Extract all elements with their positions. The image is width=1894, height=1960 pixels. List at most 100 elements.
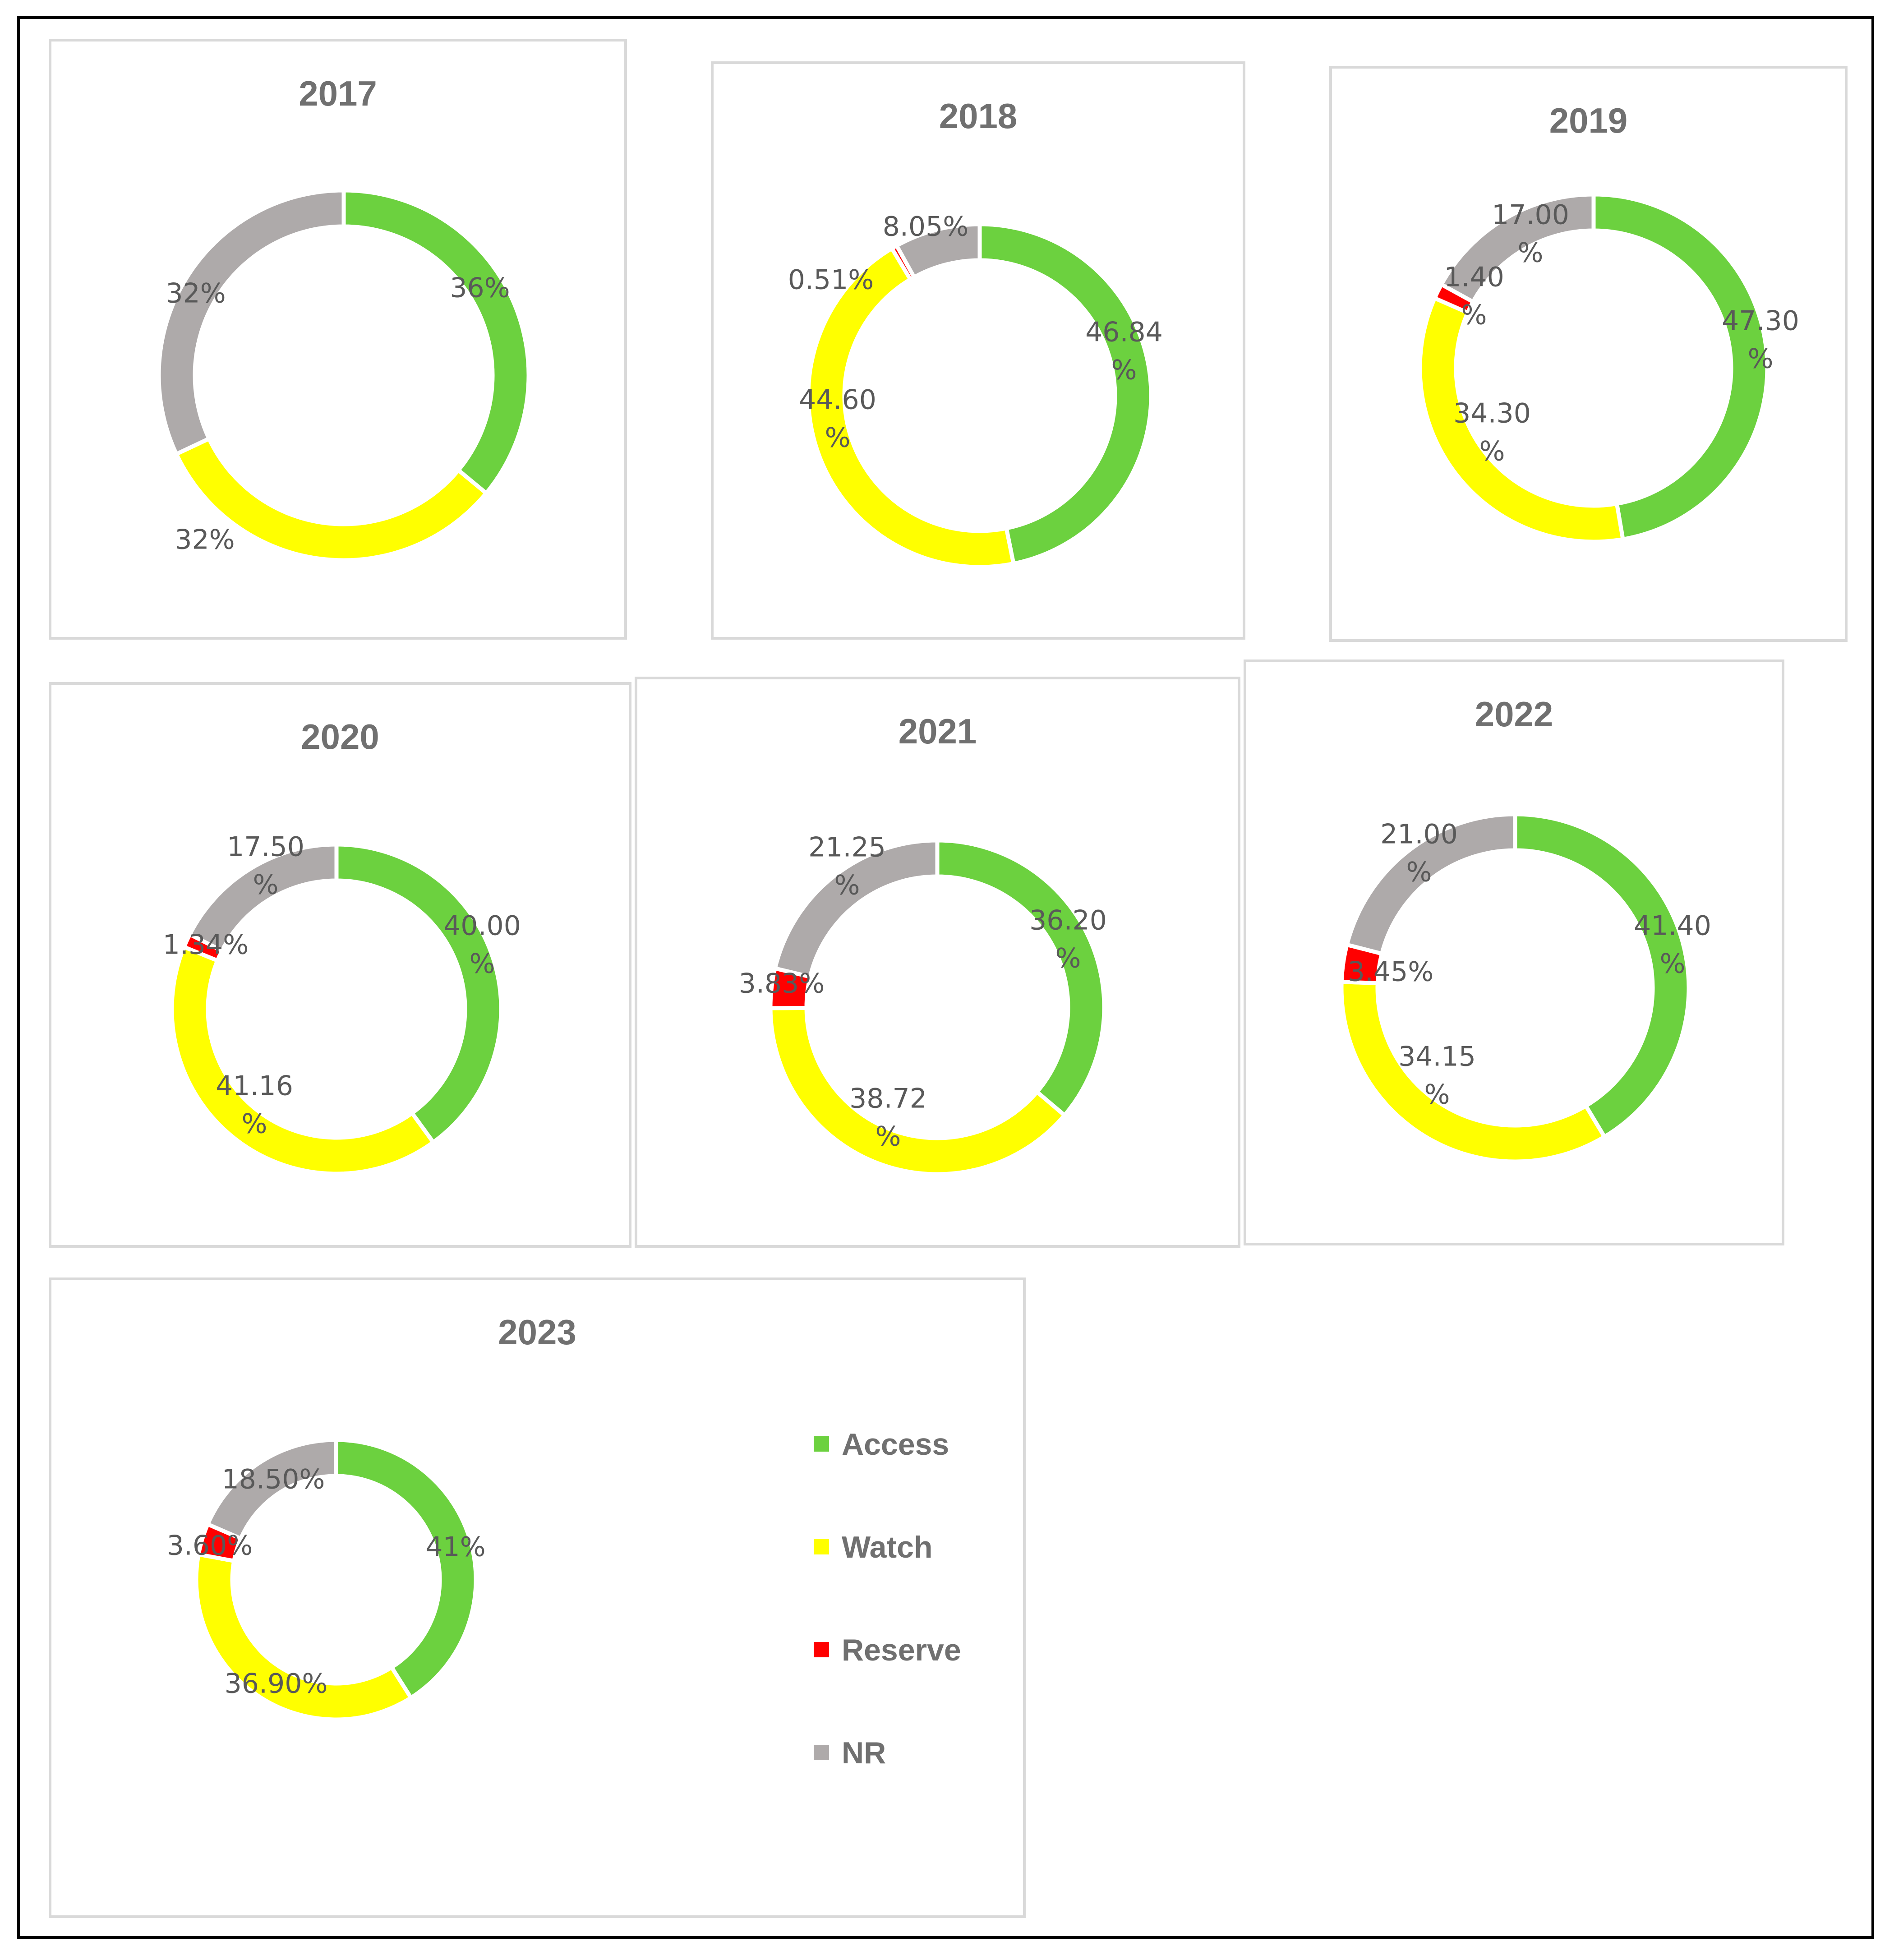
data-label-watch: 34.15 xyxy=(1398,1041,1476,1073)
donut-chart-2018: 46.84% 44.60% 0.51% 8.05% xyxy=(788,211,1163,569)
donut-slice-watch xyxy=(194,1552,414,1722)
donut-slice-watch xyxy=(768,1005,1068,1176)
donut-chart-2022: 41.40% 34.15% 3.45% 21.00% xyxy=(1339,812,1711,1164)
donut-chart-2019: 47.30% 34.30% 1.40% 17.00% xyxy=(1418,192,1799,544)
donut-slice-watch xyxy=(1339,980,1608,1164)
donut-slice-watch xyxy=(174,436,489,563)
donut-slice-nr xyxy=(187,842,339,954)
donut-segments xyxy=(194,1438,478,1722)
donut-chart-2017: 36% 32% 32% xyxy=(157,188,531,563)
data-label-watch: 34.30 xyxy=(1453,398,1531,429)
data-label-nr: % xyxy=(834,870,860,901)
data-label-access: % xyxy=(1111,355,1137,386)
data-label-watch: % xyxy=(875,1121,901,1153)
figure-frame: 2017 36% 32% 32% 2018 46.84% 44.60% 0.51% 8.0… xyxy=(17,16,1874,1939)
data-label-access: 41.40 xyxy=(1634,910,1711,942)
data-label-watch: % xyxy=(1424,1079,1450,1111)
data-label-access: 36.20 xyxy=(1029,905,1107,936)
chart-title: 2022 xyxy=(1475,694,1553,734)
data-label-watch: % xyxy=(241,1108,267,1140)
chart-title: 2020 xyxy=(301,717,379,756)
chart-title: 2021 xyxy=(898,711,977,751)
data-label-watch: 36.90% xyxy=(225,1668,328,1700)
chart-panel-2020: 2020 40.00% 41.16% 1.34% 17.50% xyxy=(49,682,631,1248)
donut-slice-nr xyxy=(1344,812,1517,956)
donut-slice-access xyxy=(334,842,503,1145)
data-labels: 41% 36.90% 3.60% 18.50% xyxy=(167,1464,486,1700)
data-label-access: % xyxy=(1747,343,1773,375)
data-label-watch: % xyxy=(1479,436,1505,467)
legend-label: Reserve xyxy=(842,1633,961,1667)
donut-segments xyxy=(1418,192,1770,544)
data-labels: 36% 32% 32% xyxy=(166,272,510,556)
data-label-reserve: % xyxy=(1461,300,1487,331)
legend-label: Access xyxy=(842,1427,949,1462)
legend-label: NR xyxy=(842,1736,886,1770)
donut-slice-access xyxy=(341,188,531,496)
data-label-reserve: 3.45% xyxy=(1348,956,1434,988)
data-labels: 36.20% 38.72% 3.83% 21.25% xyxy=(739,832,1107,1153)
donut-chart-2020: 40.00%41.16%1.34%17.50% xyxy=(163,831,521,1176)
legend-label: Watch xyxy=(842,1530,933,1564)
donut-segments xyxy=(768,838,1106,1176)
chart-title: 2017 xyxy=(299,74,377,113)
data-label-nr: 21.25 xyxy=(808,832,886,863)
donut-slice-watch xyxy=(170,944,436,1176)
data-label-nr: 18.50% xyxy=(222,1464,325,1495)
legend-swatch-watch xyxy=(814,1539,829,1554)
data-label-watch: % xyxy=(825,422,850,454)
donut-segments xyxy=(1339,812,1691,1164)
chart-panel-2021: 2021 36.20% 38.72% 3.83% 21.25% xyxy=(635,677,1240,1248)
donut-slice-nr xyxy=(157,188,346,457)
donut-segments xyxy=(170,842,503,1176)
donut-slice-nr xyxy=(1438,192,1596,305)
donut-segments xyxy=(157,188,531,563)
chart-title: 2018 xyxy=(939,96,1018,136)
data-label-watch: 32% xyxy=(175,524,235,556)
chart-panel-2022: 2022 41.40% 34.15% 3.45% 21.00% xyxy=(1244,659,1784,1245)
data-label-watch: 38.72 xyxy=(849,1083,927,1115)
donut-slice-nr xyxy=(894,222,982,280)
data-labels: 47.30% 34.30% 1.40% 17.00% xyxy=(1444,199,1799,467)
data-label-nr: 32% xyxy=(166,278,226,309)
donut-slice-access xyxy=(977,222,1153,566)
donut-chart-2021: 36.20% 38.72% 3.83% 21.25% xyxy=(739,832,1107,1176)
donut-segments xyxy=(806,222,1153,569)
data-label-access: 36% xyxy=(450,272,510,304)
data-label-nr: % xyxy=(1517,237,1543,269)
donut-slice-access xyxy=(334,1438,478,1701)
data-label-reserve: 3.60% xyxy=(167,1530,253,1562)
legend-swatch-access xyxy=(814,1436,829,1452)
data-label-access: 46.84 xyxy=(1085,317,1163,348)
data-labels: 41.40% 34.15% 3.45% 21.00% xyxy=(1348,819,1711,1111)
chart-title: 2019 xyxy=(1549,101,1628,140)
legend-swatch-nr xyxy=(814,1745,829,1760)
data-label-reserve: 1.40 xyxy=(1444,262,1504,293)
data-label-reserve: 0.51% xyxy=(788,264,874,296)
data-label-nr: 17.50 xyxy=(227,831,304,863)
data-labels: 40.00%41.16%1.34%17.50% xyxy=(163,831,521,1140)
chart-panel-2023: 2023 41% 36.90% 3.60% 18.50% xyxy=(49,1277,1026,1918)
data-label-watch: 44.60 xyxy=(799,384,876,416)
data-label-nr: 17.00 xyxy=(1492,199,1569,231)
data-labels: 46.84% 44.60% 0.51% 8.05% xyxy=(788,211,1163,454)
data-label-access: 40.00 xyxy=(443,910,521,942)
chart-title: 2023 xyxy=(498,1312,576,1352)
data-label-access: 47.30 xyxy=(1722,305,1799,337)
donut-slice-access xyxy=(1513,812,1691,1140)
chart-panel-2017: 2017 36% 32% 32% xyxy=(49,39,627,640)
donut-slice-access xyxy=(1591,192,1770,542)
data-label-reserve: 1.34% xyxy=(163,929,249,961)
data-label-access: % xyxy=(1659,948,1685,980)
data-label-nr: 8.05% xyxy=(883,211,969,243)
donut-slice-access xyxy=(935,838,1106,1118)
chart-panel-2018: 2018 46.84% 44.60% 0.51% 8.05% xyxy=(711,61,1245,640)
donut-slice-nr xyxy=(205,1438,338,1541)
donut-chart-2023: 41% 36.90% 3.60% 18.50% xyxy=(167,1438,486,1722)
data-label-watch: 41.16 xyxy=(216,1070,293,1102)
data-label-access: % xyxy=(1055,943,1081,974)
data-label-access: 41% xyxy=(425,1531,485,1563)
data-label-nr: % xyxy=(253,869,278,901)
data-label-nr: 21.00 xyxy=(1380,819,1458,850)
legend-swatch-reserve xyxy=(814,1642,829,1657)
